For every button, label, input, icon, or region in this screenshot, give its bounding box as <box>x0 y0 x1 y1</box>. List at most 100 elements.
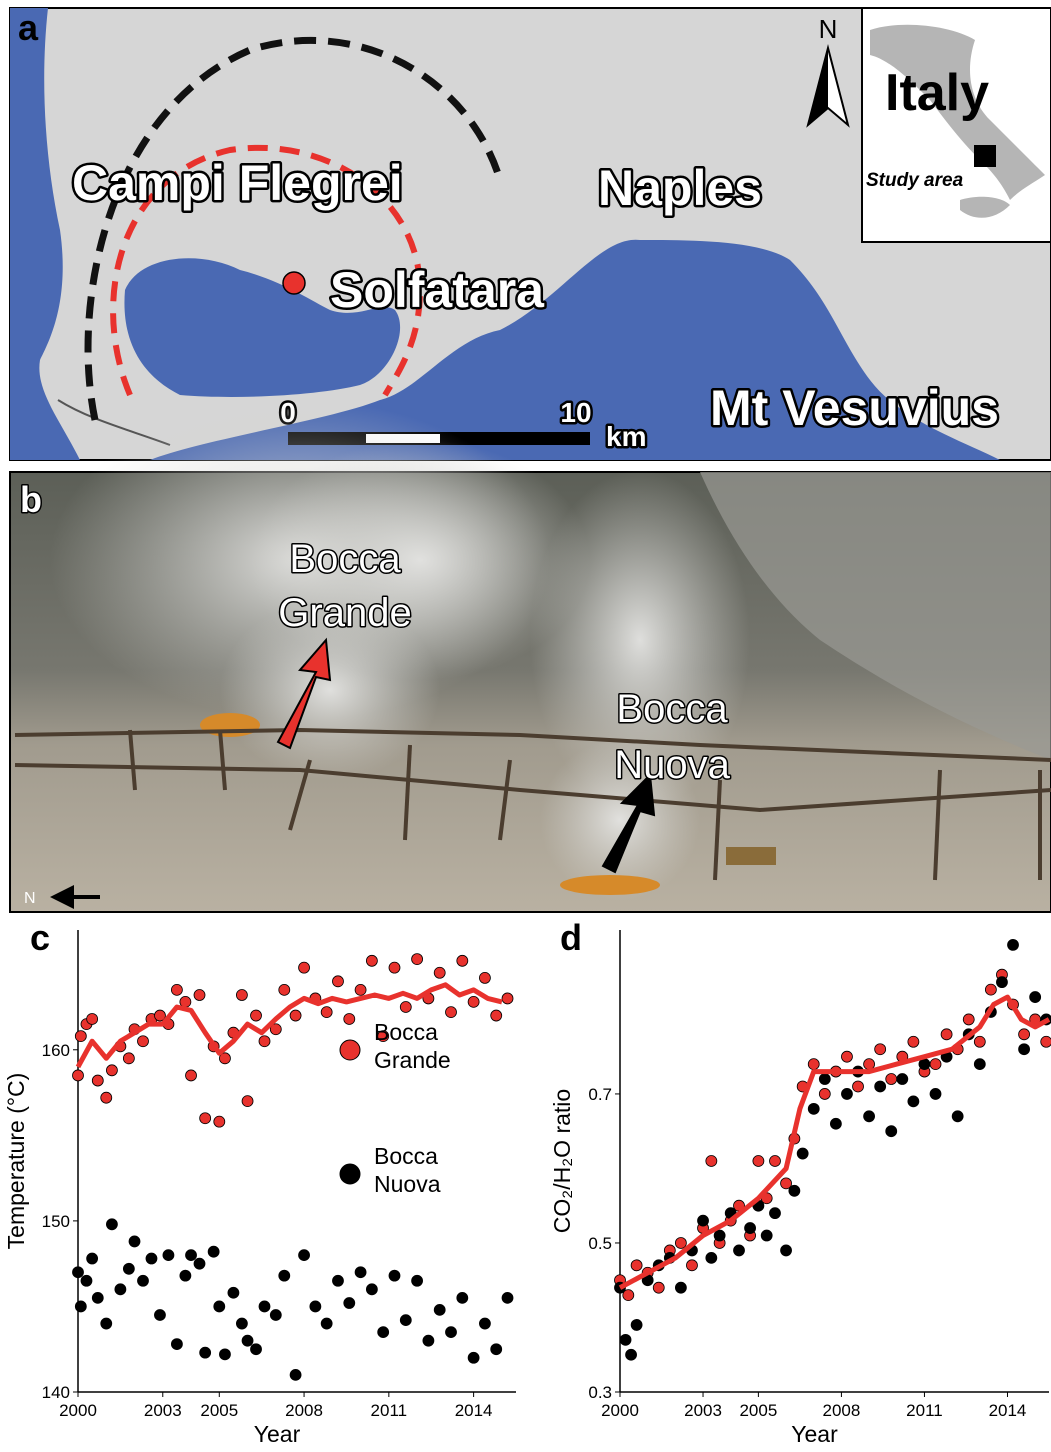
data-point <box>106 1218 118 1231</box>
data-point <box>996 976 1008 989</box>
caldera-rim <box>84 37 504 421</box>
data-point <box>128 1235 141 1248</box>
steam <box>530 470 750 810</box>
data-point <box>193 1257 206 1270</box>
legend-label-line: Nuova <box>374 1171 441 1197</box>
y-tick-label: 150 <box>42 1212 70 1231</box>
y-axis-label: Temperature (°C) <box>3 1073 29 1250</box>
sea <box>10 8 80 460</box>
caldera-rim <box>110 144 424 397</box>
data-point <box>154 1009 166 1022</box>
data-point <box>171 983 183 996</box>
italy-shape <box>960 196 1010 218</box>
inset-country: Italy <box>885 64 989 122</box>
data-point <box>841 1088 853 1100</box>
data-point <box>213 1115 226 1128</box>
data-point <box>479 1317 491 1330</box>
data-point <box>399 1314 412 1327</box>
data-point <box>829 1117 842 1130</box>
data-point <box>332 1274 344 1287</box>
data-point <box>278 983 291 996</box>
panel-label: d <box>560 917 582 958</box>
data-point <box>100 1091 113 1104</box>
x-tick-label: 2000 <box>59 1401 97 1420</box>
sign <box>726 847 776 865</box>
steam <box>220 600 440 780</box>
north-arrow <box>808 48 828 125</box>
x-tick-label: 2008 <box>285 1401 323 1420</box>
data-point <box>929 1088 942 1100</box>
x-tick-label: 2000 <box>601 1401 639 1420</box>
data-point <box>1007 939 1019 951</box>
scale-label: km <box>606 421 646 452</box>
data-point <box>622 1289 635 1302</box>
chart: 2000 2003 2005 2008 2011 2014 0.3 0.5 0.7 Year CO₂… <box>549 917 1051 1447</box>
x-tick-label: 2014 <box>989 1401 1027 1420</box>
data-point <box>769 1207 781 1220</box>
data-point <box>72 1266 84 1279</box>
data-point <box>74 1030 87 1042</box>
data-point <box>807 1058 820 1071</box>
place-label: Campi Flegrei <box>72 155 403 211</box>
vent-label: Bocca <box>616 687 728 731</box>
data-point <box>674 1281 687 1294</box>
data-point <box>185 1249 197 1262</box>
data-point <box>807 1102 820 1115</box>
y-tick-label: 140 <box>42 1383 70 1402</box>
arrow <box>601 772 656 874</box>
data-point <box>289 1009 302 1022</box>
vent-label: Nuova <box>614 743 730 787</box>
map-panel: a Campi Flegrei Naples Solfatara Mt Vesu… <box>9 7 1051 461</box>
data-point <box>973 1035 986 1048</box>
x-tick-label: 2003 <box>684 1401 722 1420</box>
data-point <box>227 1286 240 1299</box>
data-point <box>501 1291 514 1304</box>
data-point <box>885 1125 898 1138</box>
data-point <box>199 1346 212 1359</box>
data-point <box>445 1326 457 1339</box>
data-point <box>686 1259 698 1272</box>
italy-shape <box>870 24 1045 200</box>
legend-label: Bocca Nuova <box>374 1143 441 1197</box>
x-tick-label: 2011 <box>906 1401 943 1420</box>
data-point <box>907 1095 920 1108</box>
data-point <box>298 1249 310 1262</box>
data-point <box>705 1251 718 1264</box>
data-point <box>863 1110 875 1123</box>
legend-label-line: Bocca <box>374 1019 438 1045</box>
data-point <box>852 1080 864 1093</box>
data-point <box>796 1147 809 1160</box>
trend-line <box>78 1264 502 1327</box>
data-point <box>278 1269 291 1282</box>
data-point <box>145 1252 158 1265</box>
data-point <box>874 1080 887 1093</box>
data-point <box>674 1237 687 1249</box>
data-point <box>258 1300 271 1313</box>
data-point <box>929 1058 942 1071</box>
data-point <box>250 1343 262 1356</box>
inset-marker-label: Study area <box>866 170 964 191</box>
data-point <box>625 1348 637 1361</box>
data-point <box>86 1013 99 1025</box>
data-point <box>354 983 367 996</box>
chart: 2000 2003 2005 2008 2011 2014 140 150 160 Year Tem… <box>3 917 516 1447</box>
legend-marker <box>339 1163 361 1185</box>
data-point <box>86 1252 99 1265</box>
data-point <box>1018 1028 1030 1041</box>
data-point <box>343 1297 356 1309</box>
data-point <box>769 1155 781 1167</box>
data-point <box>456 1291 469 1304</box>
data-point <box>100 1317 113 1330</box>
data-point <box>501 992 514 1005</box>
study-area-marker <box>974 145 996 167</box>
data-point <box>467 1351 480 1364</box>
data-point <box>896 1073 909 1085</box>
data-point <box>309 1300 322 1313</box>
data-point <box>630 1259 643 1272</box>
data-point <box>193 989 206 1001</box>
data-point <box>818 1088 831 1100</box>
data-point <box>241 1334 254 1347</box>
rock <box>700 472 1051 760</box>
data-point <box>377 1326 390 1339</box>
